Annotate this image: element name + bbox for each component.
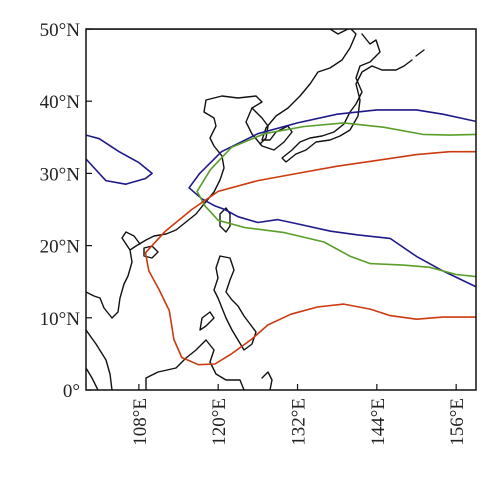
coastline-malay <box>86 329 113 390</box>
coastline-palawan <box>199 311 215 331</box>
coastline-philippines <box>213 255 257 351</box>
lat-tick-label: 40°N <box>40 92 81 113</box>
lon-tick-label: 132°E <box>289 398 310 446</box>
coastline-indochina <box>121 231 141 251</box>
lat-tick-label: 10°N <box>40 309 81 330</box>
coastlines <box>86 29 425 390</box>
coastline-mainland <box>86 29 357 319</box>
coastline-korea <box>251 107 269 145</box>
coastline-japan <box>281 33 381 163</box>
coastline-sumatra <box>86 367 99 390</box>
lon-tick-label: 108°E <box>130 398 151 446</box>
coastline-hokkaido <box>371 59 413 71</box>
lon-tick-label: 156°E <box>447 398 468 446</box>
map-plot-area <box>86 29 476 390</box>
coastline-kurils <box>415 49 425 57</box>
lon-tick-label: 120°E <box>209 398 230 446</box>
contour-line-1 <box>86 109 476 288</box>
lat-tick-label: 0° <box>63 381 80 402</box>
map-frame <box>85 28 477 391</box>
lat-tick-label: 20°N <box>40 237 81 258</box>
contour-line-2 <box>196 122 476 278</box>
lon-tick-label: 144°E <box>368 398 389 446</box>
contour-lines <box>86 109 476 366</box>
contour-line-3 <box>144 150 476 366</box>
latitude-axis: 50°N 40°N 30°N 20°N 10°N 0° <box>40 20 92 402</box>
lat-tick-label: 50°N <box>40 20 81 41</box>
coastline-taiwan <box>219 207 231 233</box>
coastline-sulawesi <box>261 371 273 390</box>
lat-tick-label: 30°N <box>40 164 81 185</box>
coastline-borneo <box>145 339 245 390</box>
longitude-axis: 108°E 120°E 132°E 144°E 156°E <box>130 384 468 446</box>
